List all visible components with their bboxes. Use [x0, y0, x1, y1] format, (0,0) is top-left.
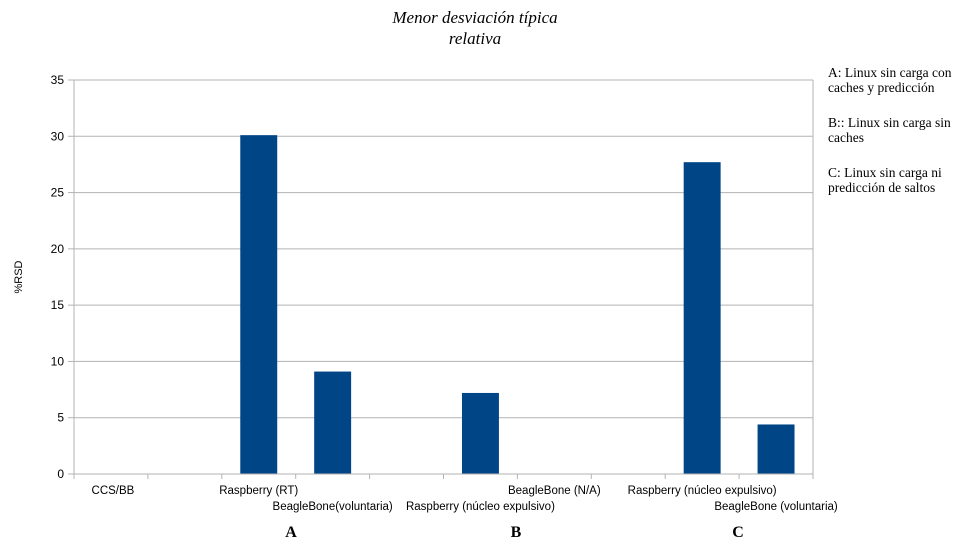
- gridlines: [74, 79, 813, 419]
- bar-9: [757, 424, 795, 474]
- chart-title-line-1: Menor desviación típica: [391, 8, 557, 27]
- y-tick-label: 30: [51, 129, 65, 143]
- y-tick-label: 35: [51, 73, 65, 87]
- bars: [240, 135, 795, 475]
- group-label-c: C: [732, 524, 744, 541]
- note-1-line-2: caches y predicción: [828, 80, 935, 95]
- bar-5: [461, 392, 499, 474]
- group-label-a: A: [285, 524, 297, 541]
- y-axis-label: %RSD: [13, 260, 25, 293]
- note-3-line-1: C: Linux sin carga ni: [828, 165, 942, 180]
- bar-2: [240, 135, 278, 474]
- y-tick-label: 5: [57, 411, 64, 425]
- y-tick-label: 0: [57, 467, 64, 481]
- y-axis-ticks: 0 5 10 15 20 25 30 35: [51, 73, 74, 481]
- y-tick-label: 25: [51, 186, 65, 200]
- x-tick-label-8: Raspberry (núcleo expulsivo): [628, 485, 777, 497]
- x-tick-label-9: BeagleBone (voluntaria): [714, 501, 838, 513]
- note-2-line-1: B:: Linux sin carga sin: [828, 115, 951, 130]
- x-tick-label-0: CCS/BB: [92, 485, 135, 497]
- chart-title: Menor desviación típica relativa: [391, 8, 557, 48]
- y-axis-label-group: %RSD: [13, 260, 25, 293]
- x-tick-label-5: Raspberry (núcleo expulsivo): [406, 501, 555, 513]
- note-2-line-2: caches: [828, 130, 864, 145]
- bar-3: [314, 371, 352, 474]
- note-3-line-2: predicción de saltos: [828, 180, 935, 195]
- group-label-b: B: [511, 524, 522, 541]
- y-tick-label: 15: [51, 298, 65, 312]
- axes: [73, 80, 814, 479]
- x-tick-label-3: BeagleBone(voluntaria): [273, 501, 393, 513]
- bar-8: [683, 162, 721, 475]
- group-labels: A B C: [285, 524, 744, 541]
- x-tick-label-2: Raspberry (RT): [219, 485, 298, 497]
- chart-title-line-2: relativa: [449, 29, 501, 48]
- x-axis-tick-labels: CCS/BB Raspberry (RT) BeagleBone(voluntari…: [92, 485, 838, 513]
- y-tick-label: 10: [51, 354, 65, 368]
- y-tick-label: 20: [51, 242, 65, 256]
- x-tick-label-6: BeagleBone (N/A): [508, 485, 601, 497]
- note-1-line-1: A: Linux sin carga con: [828, 65, 952, 80]
